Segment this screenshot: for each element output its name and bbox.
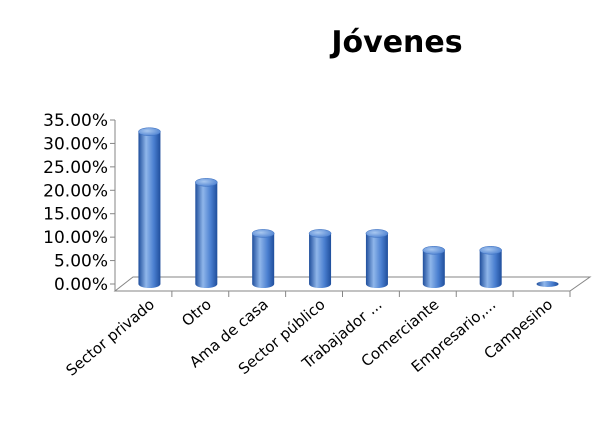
y-tick-label: 10.00% [43,228,108,248]
y-tick-label: 5.00% [54,252,108,272]
bar-cap [138,127,161,136]
bar-body [309,233,332,288]
bar-body [138,131,161,288]
bar-cap [308,229,332,238]
bar [251,229,275,288]
bar [536,281,559,287]
bar [138,127,161,288]
y-tick-label: 35.00% [43,111,108,131]
bar-cap [251,229,275,238]
y-tick-label: 25.00% [43,158,108,178]
bar-body [422,250,445,288]
x-tick-label: Otro [178,295,215,330]
bar-body [195,182,218,288]
bar [422,246,446,288]
bar [195,178,218,288]
axes [113,120,592,292]
bar-cap [479,246,502,255]
bar-cap [365,229,389,238]
y-tick-label: 20.00% [43,181,108,201]
bar-cap [536,281,559,287]
bar-cap [195,178,218,187]
bar-body [252,233,275,288]
chart-title: Jóvenes [329,25,462,60]
bar-body [479,250,502,288]
bar-body [365,233,388,288]
chart-floor [113,276,592,292]
y-tick-label: 15.00% [43,205,108,225]
bar-cap [422,246,446,255]
bar [365,229,389,288]
y-axis-ticks: 0.00% 5.00% 10.00% 15.00% 20.00% 25.00% 30.00%… [43,111,115,295]
x-tick-label: Sector privado [62,295,158,379]
y-tick-label: 0.00% [54,275,108,295]
bar [308,229,332,288]
bar [479,246,502,288]
bars [138,127,559,288]
y-tick-label: 30.00% [43,134,108,154]
